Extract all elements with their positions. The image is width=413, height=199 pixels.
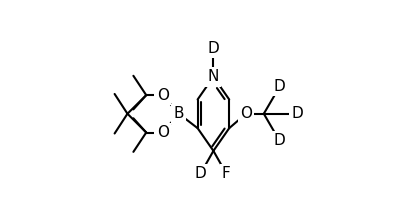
Text: D: D (195, 166, 206, 181)
Text: D: D (208, 41, 219, 56)
Text: F: F (222, 166, 230, 181)
Text: D: D (292, 106, 303, 121)
Text: O: O (240, 106, 252, 121)
Text: O: O (157, 125, 169, 140)
Text: D: D (274, 79, 285, 94)
Text: B: B (173, 106, 184, 121)
Text: N: N (208, 69, 219, 84)
Text: D: D (274, 134, 285, 148)
Text: O: O (157, 88, 169, 103)
